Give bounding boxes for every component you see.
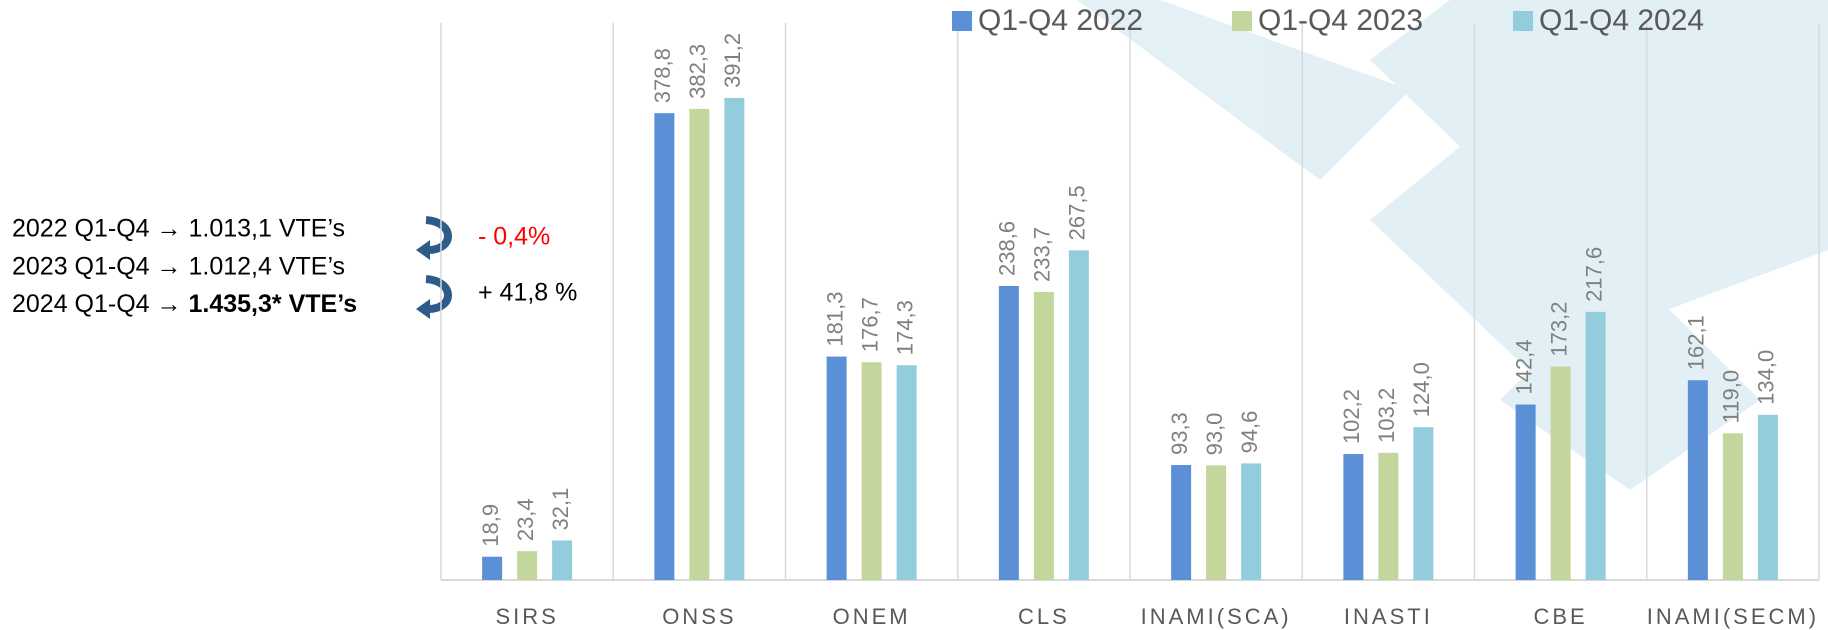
bar — [896, 365, 917, 580]
data-label: 267,5 — [1065, 185, 1090, 240]
arrow-head — [416, 299, 430, 319]
arrow-head — [416, 240, 430, 260]
bar — [689, 108, 710, 581]
data-label: 391,2 — [720, 33, 745, 88]
bar — [482, 556, 503, 580]
bar — [1550, 366, 1571, 580]
data-label: 174,3 — [892, 300, 917, 355]
x-tick-label: ONSS — [662, 604, 736, 629]
bar — [1515, 404, 1536, 580]
data-label: 103,2 — [1374, 388, 1399, 443]
data-label: 378,8 — [650, 48, 675, 103]
arrow — [425, 216, 452, 254]
annotation: 2023 Q1-Q4 → 1.012,4 VTE’s — [12, 253, 345, 281]
bar — [1757, 414, 1778, 580]
data-label: 119,0 — [1719, 370, 1744, 423]
data-label: 217,6 — [1581, 247, 1606, 302]
data-label: 162,1 — [1684, 315, 1709, 370]
data-label: 142,4 — [1511, 339, 1536, 394]
data-label: 23,4 — [513, 498, 538, 541]
x-tick-label: CBE — [1534, 604, 1588, 629]
bar — [998, 285, 1019, 580]
data-label: 32,1 — [548, 488, 573, 531]
annotation: 2024 Q1-Q4 → 1.435,3* VTE’s — [12, 290, 357, 318]
bar — [1343, 454, 1364, 580]
annotation-change: - 0,4% — [478, 223, 550, 251]
x-tick-label: INAMI(SCA) — [1141, 604, 1292, 629]
data-label: 238,6 — [995, 221, 1020, 276]
data-label: 94,6 — [1237, 411, 1262, 454]
annotation-change: + 41,8 % — [478, 279, 577, 307]
x-tick-label: INAMI(SECM) — [1647, 604, 1819, 629]
bar — [1413, 427, 1434, 580]
bar — [654, 113, 675, 581]
bar — [1378, 452, 1399, 580]
bar — [552, 540, 573, 580]
data-label: 382,3 — [685, 44, 710, 99]
legend-label: Q1-Q4 2023 — [1258, 4, 1423, 37]
bar — [1241, 463, 1262, 580]
data-label: 134,0 — [1754, 350, 1779, 405]
x-tick-label: ONEM — [833, 604, 911, 629]
bar — [1585, 311, 1606, 580]
bar — [1722, 433, 1743, 580]
bar — [1687, 380, 1708, 580]
x-tick-label: SIRS — [495, 604, 558, 629]
bar — [1206, 465, 1227, 580]
x-tick-label: CLS — [1018, 604, 1070, 629]
legend-swatch — [1232, 11, 1252, 31]
bar — [1068, 250, 1089, 581]
data-label: 93,0 — [1202, 413, 1227, 456]
legend-swatch — [952, 11, 972, 31]
data-label: 173,2 — [1546, 302, 1571, 357]
bar — [1033, 292, 1054, 580]
data-label: 93,3 — [1167, 412, 1192, 455]
data-label: 181,3 — [822, 292, 847, 347]
data-label: 18,9 — [478, 504, 503, 547]
bar — [724, 97, 745, 581]
annotations: 2022 Q1-Q4 → 1.013,1 VTE’s 2023 Q1-Q4 → … — [12, 215, 577, 319]
legend-label: Q1-Q4 2022 — [978, 4, 1143, 37]
annotation-bold: 1.435,3* VTE’s — [188, 290, 357, 318]
bar — [826, 356, 847, 580]
data-label: 102,2 — [1339, 389, 1364, 444]
x-tick-label: INASTI — [1344, 604, 1433, 629]
data-label: 233,7 — [1030, 227, 1055, 282]
bar — [861, 362, 882, 580]
data-label: 176,7 — [857, 297, 882, 352]
arrow — [425, 275, 452, 313]
legend-swatch — [1513, 11, 1533, 31]
annotation: 2022 Q1-Q4 → 1.013,1 VTE’s — [12, 215, 345, 243]
annotation: 2024 Q1-Q4 → — [12, 290, 188, 318]
bar — [1171, 465, 1192, 580]
bar — [517, 551, 538, 580]
legend-label: Q1-Q4 2024 — [1539, 4, 1704, 37]
data-label: 124,0 — [1409, 362, 1434, 417]
